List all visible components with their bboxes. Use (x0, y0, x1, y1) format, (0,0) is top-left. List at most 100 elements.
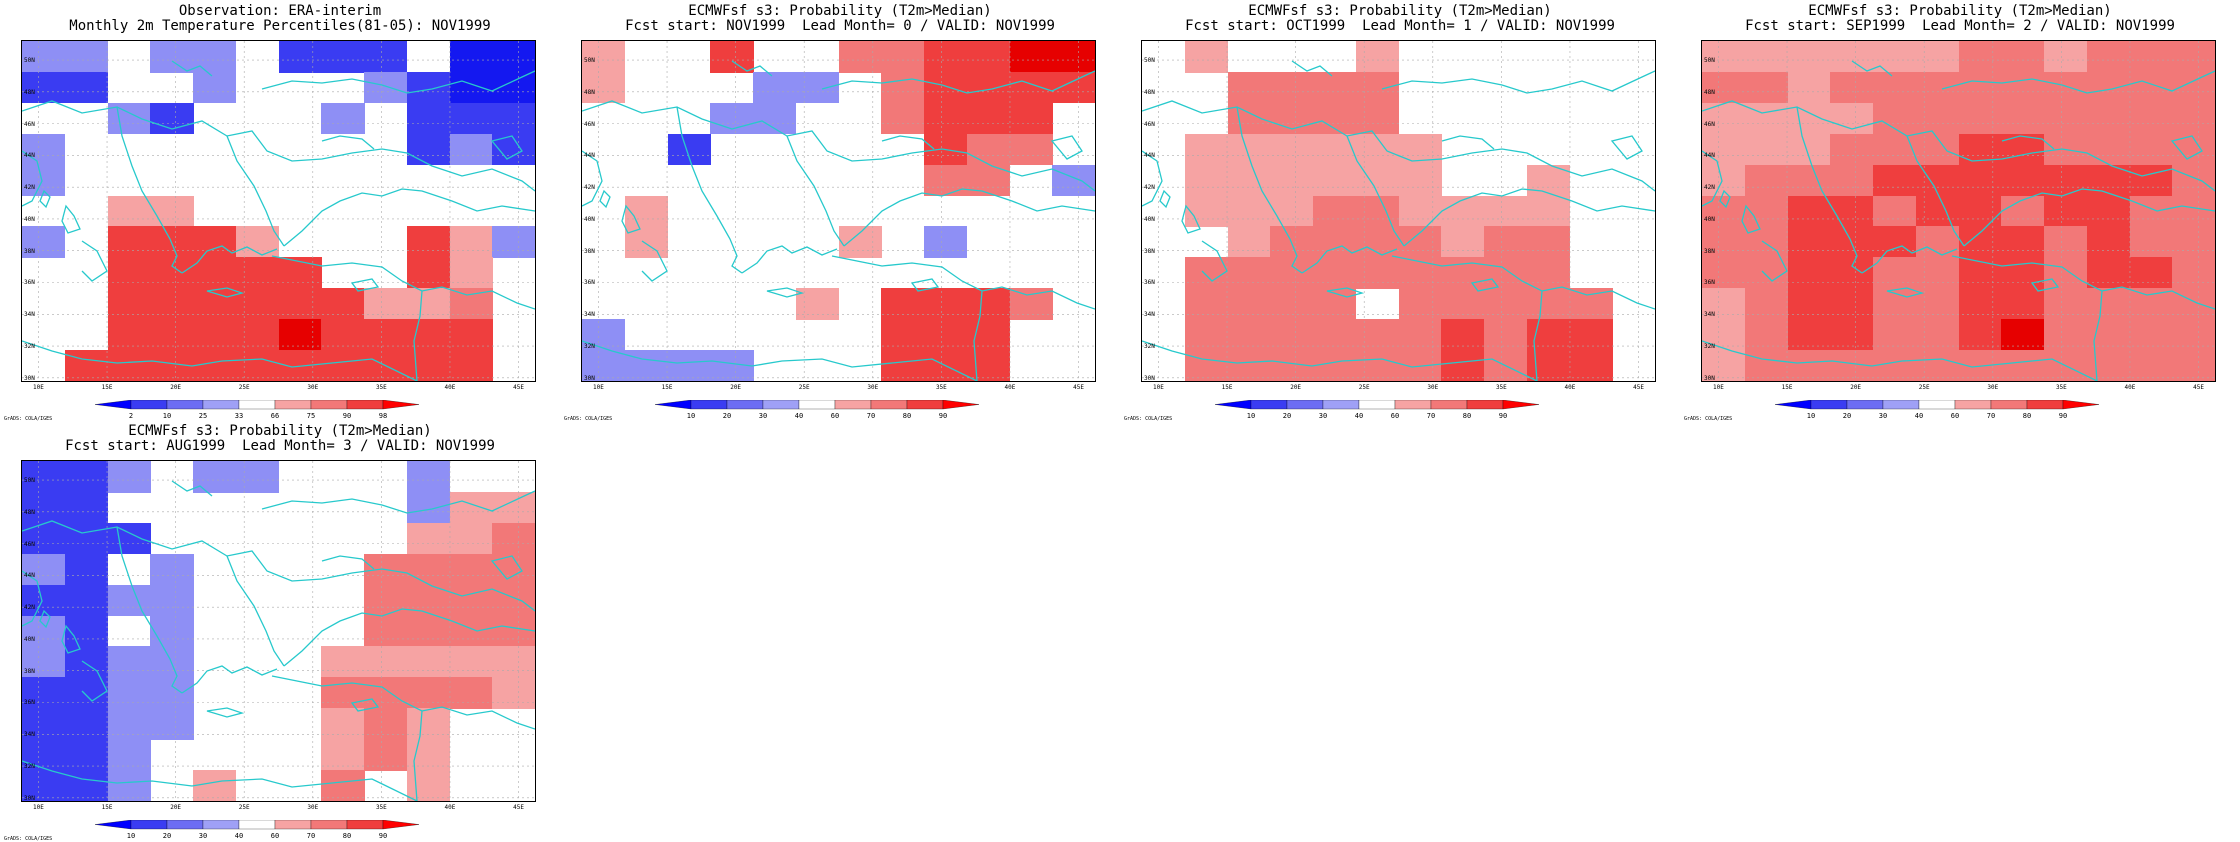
lat-tick-label: 34N (584, 311, 595, 319)
coastline (1391, 255, 1655, 310)
grid-cell (1744, 133, 1789, 166)
lat-tick-label: 36N (24, 699, 35, 707)
grid-cell (1441, 195, 1485, 228)
grid-cell (492, 226, 535, 258)
grid-cell (2172, 257, 2215, 289)
coastline (116, 106, 183, 274)
coastline (599, 189, 611, 209)
grid-cell (1441, 319, 1485, 351)
grid-cell (881, 41, 925, 73)
grid-cell (1227, 133, 1271, 166)
grid-cell (1915, 71, 1960, 104)
coastline (1403, 188, 1655, 247)
grid-cell (1526, 195, 1571, 228)
colorbar-segment (1882, 400, 1920, 410)
lon-tick-label: 25E (1918, 384, 1930, 391)
coastline (283, 188, 535, 247)
grid-cell (1313, 319, 1357, 351)
colorbar-tick-label: 70 (1986, 412, 1996, 420)
grid-cell (492, 41, 535, 73)
grid-cell (1958, 288, 2002, 320)
lat-tick-label: 42N (1704, 184, 1715, 192)
grads-credit: GrADS: COLA/IGES (4, 836, 53, 842)
coastline (910, 278, 940, 292)
colorbar (1774, 400, 2100, 410)
grid-cell (1569, 288, 1613, 320)
colorbar-segment (1502, 400, 1540, 410)
lat-tick-label: 32N (1144, 343, 1155, 351)
coastline (1326, 287, 1365, 298)
grid-cell (1873, 133, 1917, 166)
coastline (171, 60, 213, 77)
lon-tick-label: 30E (307, 384, 319, 391)
lat-tick-label: 38N (1704, 247, 1715, 255)
grid-cell (924, 102, 968, 135)
grid-cell (1787, 350, 1831, 381)
grid-cell (1184, 288, 1229, 320)
colorbar-tick-label: 30 (1318, 412, 1328, 420)
lat-tick-label: 46N (1144, 120, 1155, 128)
lat-tick-label: 48N (24, 88, 35, 96)
colorbar-segment (202, 820, 240, 830)
grid-cell (321, 41, 365, 73)
grid-cell (1184, 41, 1229, 73)
lat-tick-label: 42N (24, 604, 35, 612)
grid-cell (406, 350, 451, 381)
grid-cell (624, 350, 669, 381)
lon-tick-label: 35E (1495, 384, 1507, 391)
lon-tick-label: 15E (1221, 384, 1233, 391)
grid-cell (1398, 257, 1442, 289)
grid-cell (406, 461, 451, 493)
grid-cell (838, 41, 882, 73)
grid-cell (1313, 164, 1357, 197)
grid-cell (1787, 195, 1831, 228)
grid-cell (150, 553, 194, 586)
grid-cell (1702, 257, 1746, 289)
grid-cell (881, 102, 925, 135)
grid-cell (582, 41, 626, 73)
grid-cell (406, 257, 451, 289)
coastline (676, 106, 743, 274)
lon-tick-label: 10E (593, 384, 604, 391)
grid-cell (2086, 195, 2131, 228)
coastline (226, 555, 285, 667)
grid-cell (1398, 195, 1442, 228)
grid-cell (406, 102, 451, 135)
grid-cell (107, 102, 151, 135)
grid-cell (321, 739, 365, 771)
grid-cell (1787, 133, 1831, 166)
grid-cell (1787, 257, 1831, 289)
grid-cell (710, 41, 754, 73)
grid-cell (364, 708, 408, 740)
coastline (582, 150, 603, 207)
colorbar-tick-label: 90 (378, 832, 388, 840)
lon-tick-label: 35E (935, 384, 947, 391)
grid-cell (881, 71, 925, 104)
lon-tick-label: 10E (33, 384, 44, 391)
coastline (181, 665, 278, 694)
grid-cell (2044, 319, 2088, 351)
grid-cell (406, 615, 451, 648)
grid-cell (1270, 319, 1314, 351)
grid-cell (2044, 257, 2088, 289)
colorbar-tick-label: 90 (938, 412, 948, 420)
grads-credit: GrADS: COLA/IGES (564, 416, 613, 422)
grid-cell (321, 646, 365, 678)
colorbar-tick-label: 10 (162, 412, 172, 420)
lat-tick-label: 46N (24, 120, 35, 128)
colorbar-segment (166, 820, 204, 830)
lat-tick-label: 48N (1144, 88, 1155, 96)
colorbar-tick-label: 98 (378, 412, 388, 420)
grid-cell (235, 257, 280, 289)
grid-cell (1744, 288, 1789, 320)
lat-tick-label: 32N (24, 343, 35, 351)
grid-cell (278, 257, 322, 289)
grid-cell (924, 226, 968, 258)
coastline (271, 675, 535, 730)
grid-cell (1958, 195, 2002, 228)
grid-cell (1313, 71, 1357, 104)
colorbar-tick-label: 10 (1806, 412, 1816, 420)
grid-cell (1915, 257, 1960, 289)
lat-tick-label: 46N (1704, 120, 1715, 128)
grid-cell (1958, 319, 2002, 351)
